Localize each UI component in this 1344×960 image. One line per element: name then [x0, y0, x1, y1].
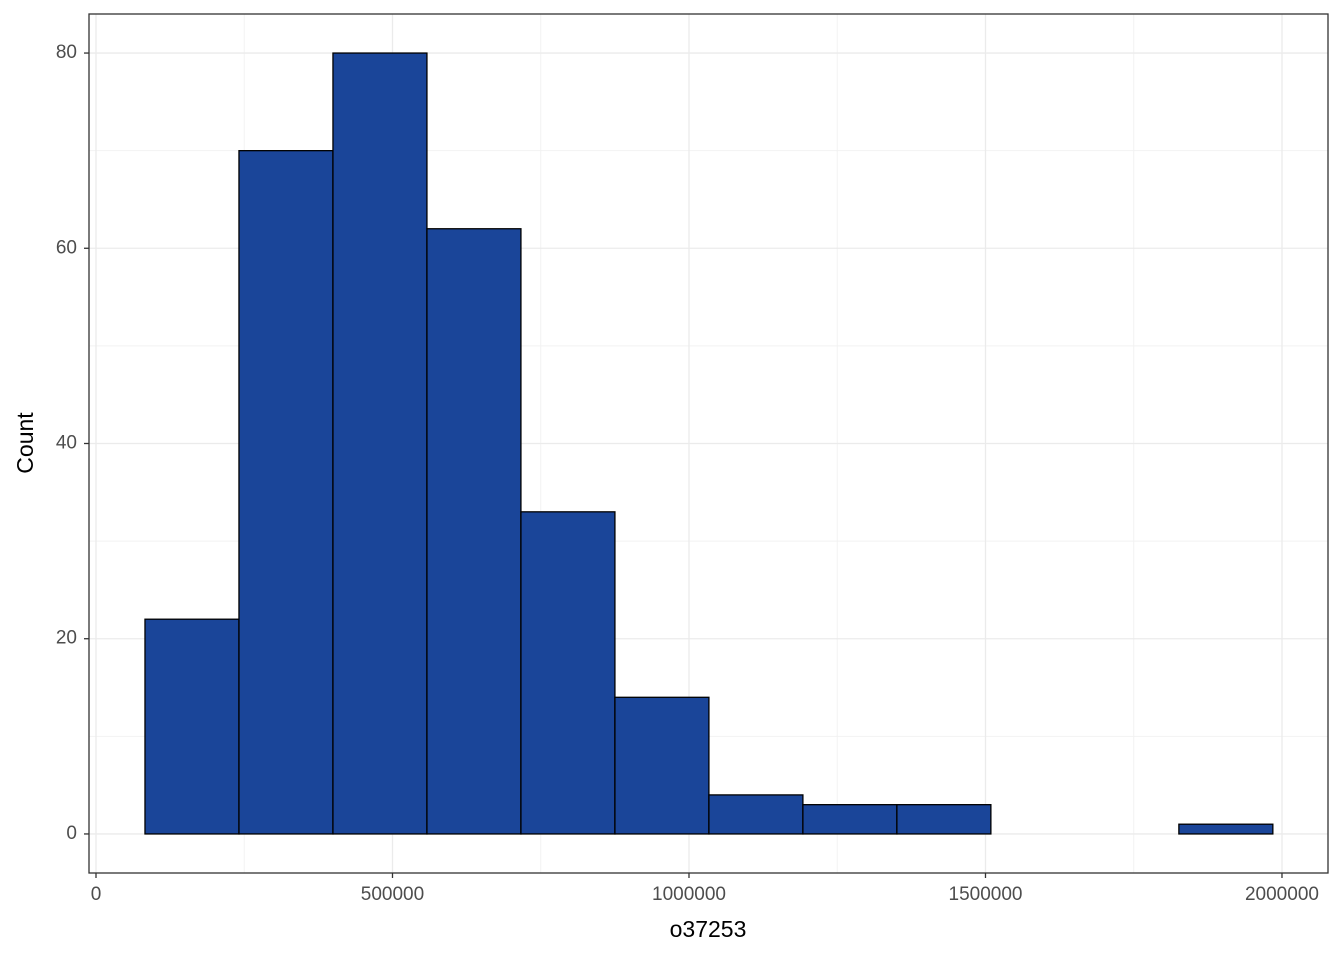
x-tick-label: 1000000 [652, 884, 726, 905]
bar [1178, 823, 1274, 835]
bar [332, 52, 428, 835]
y-tick-label: 40 [56, 433, 77, 454]
y-tick-label: 60 [56, 237, 77, 258]
y-axis-label: Count [12, 412, 38, 474]
bar [144, 618, 240, 835]
bar [614, 696, 710, 835]
x-tick-label: 2000000 [1245, 884, 1319, 905]
y-tick-label: 20 [56, 628, 77, 649]
bar [896, 804, 992, 835]
bar [238, 150, 334, 835]
x-tick-label: 500000 [361, 884, 424, 905]
y-tick-label: 80 [56, 42, 77, 63]
plot-border [88, 13, 1329, 874]
bar [520, 511, 616, 835]
y-tick-label: 0 [66, 823, 77, 844]
bar [708, 794, 804, 835]
x-tick-label: 1500000 [949, 884, 1023, 905]
bar [802, 804, 898, 835]
x-axis-label: o37253 [670, 916, 747, 942]
x-tick-label: 0 [91, 884, 102, 905]
bar [426, 228, 522, 835]
